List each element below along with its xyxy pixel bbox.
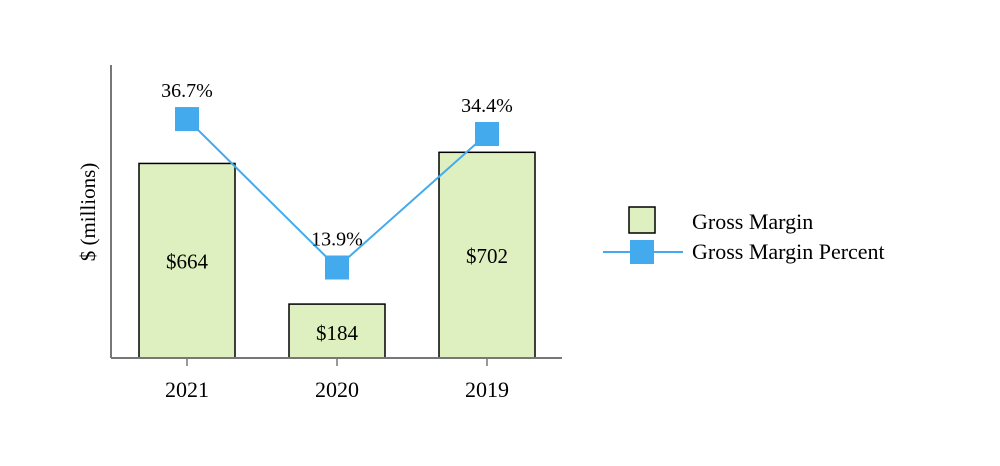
line-value-label-2019: 34.4% — [461, 95, 513, 117]
legend-marker-gross-margin-percent — [630, 240, 654, 264]
line-marker-2020 — [325, 255, 349, 280]
legend-label-gross-margin-percent: Gross Margin Percent — [692, 239, 885, 264]
x-ticks-layer: 2021 2020 2019 — [165, 358, 509, 402]
y-axis-label: $ (millions) — [76, 163, 100, 262]
bar-value-label-2020: $184 — [316, 321, 359, 345]
bar-value-label-2021: $664 — [166, 250, 209, 274]
x-tick-label-2021: 2021 — [165, 377, 209, 402]
line-marker-2021 — [175, 107, 199, 132]
bar-2019 — [438, 151, 536, 359]
bar-2021 — [138, 162, 236, 359]
legend: Gross Margin Gross Margin Percent — [603, 206, 885, 264]
line-value-label-2020: 13.9% — [311, 228, 363, 250]
line-marker-2019 — [475, 122, 499, 147]
bar-2020 — [288, 303, 386, 359]
legend-label-gross-margin: Gross Margin — [692, 209, 813, 234]
bar-labels-layer: $664 $184 $702 — [166, 244, 508, 345]
line-layer: 36.7% 13.9% 34.4% — [161, 80, 513, 280]
x-tick-label-2019: 2019 — [465, 377, 509, 402]
bars-layer — [138, 151, 536, 359]
line-value-label-2021: 36.7% — [161, 80, 213, 102]
bar-value-label-2019: $702 — [466, 244, 508, 268]
legend-swatch-gross-margin — [628, 206, 656, 234]
x-tick-label-2020: 2020 — [315, 377, 359, 402]
